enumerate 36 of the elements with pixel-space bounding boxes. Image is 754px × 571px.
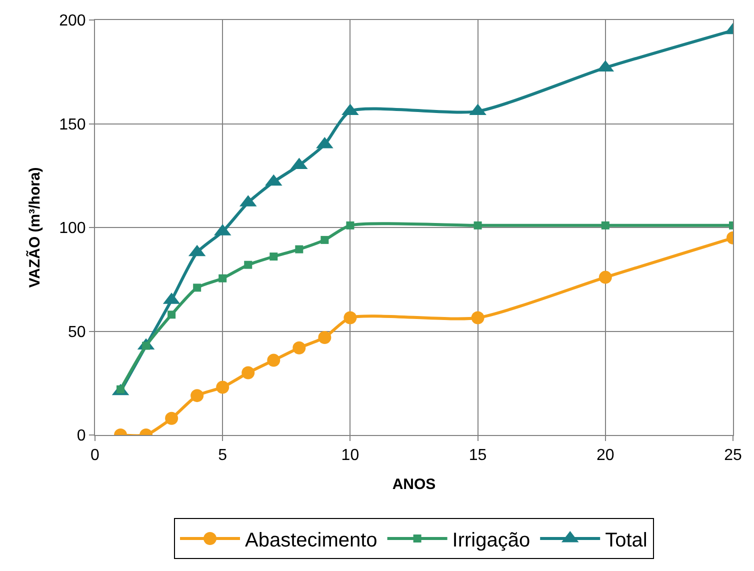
point xyxy=(601,221,610,230)
point xyxy=(270,252,278,261)
point xyxy=(242,366,255,380)
x-tick-label: 10 xyxy=(341,447,360,464)
y-tick-label: 100 xyxy=(59,220,86,238)
point xyxy=(190,389,204,402)
point xyxy=(320,236,329,244)
x-tick-label: 15 xyxy=(468,447,487,464)
point xyxy=(318,330,332,344)
point xyxy=(244,260,252,269)
legend-label: Total xyxy=(605,529,648,552)
x-tick-label: 0 xyxy=(90,447,100,464)
point xyxy=(598,270,612,284)
x-tick-label: 20 xyxy=(596,447,614,464)
point xyxy=(165,412,178,425)
point xyxy=(344,311,357,324)
y-axis-title: VAZÃO (m³/hora) xyxy=(25,167,44,288)
y-tick-label: 50 xyxy=(68,324,86,341)
y-tick-label: 0 xyxy=(76,428,86,445)
point xyxy=(474,221,482,230)
point xyxy=(218,274,227,282)
legend-label: Abastecimento xyxy=(245,529,378,552)
point xyxy=(471,311,484,324)
x-tick-label: 5 xyxy=(218,447,228,464)
point xyxy=(267,354,280,367)
point xyxy=(292,341,306,354)
y-tick-label: 200 xyxy=(59,12,86,30)
point xyxy=(346,221,354,230)
point xyxy=(168,310,176,319)
legend-label: Irrigação xyxy=(452,529,530,552)
point xyxy=(216,380,230,394)
point xyxy=(193,284,202,292)
x-axis-title: ANOS xyxy=(392,476,436,494)
y-tick-label: 150 xyxy=(59,116,86,134)
x-tick-label: 25 xyxy=(724,447,742,464)
point xyxy=(295,245,304,254)
